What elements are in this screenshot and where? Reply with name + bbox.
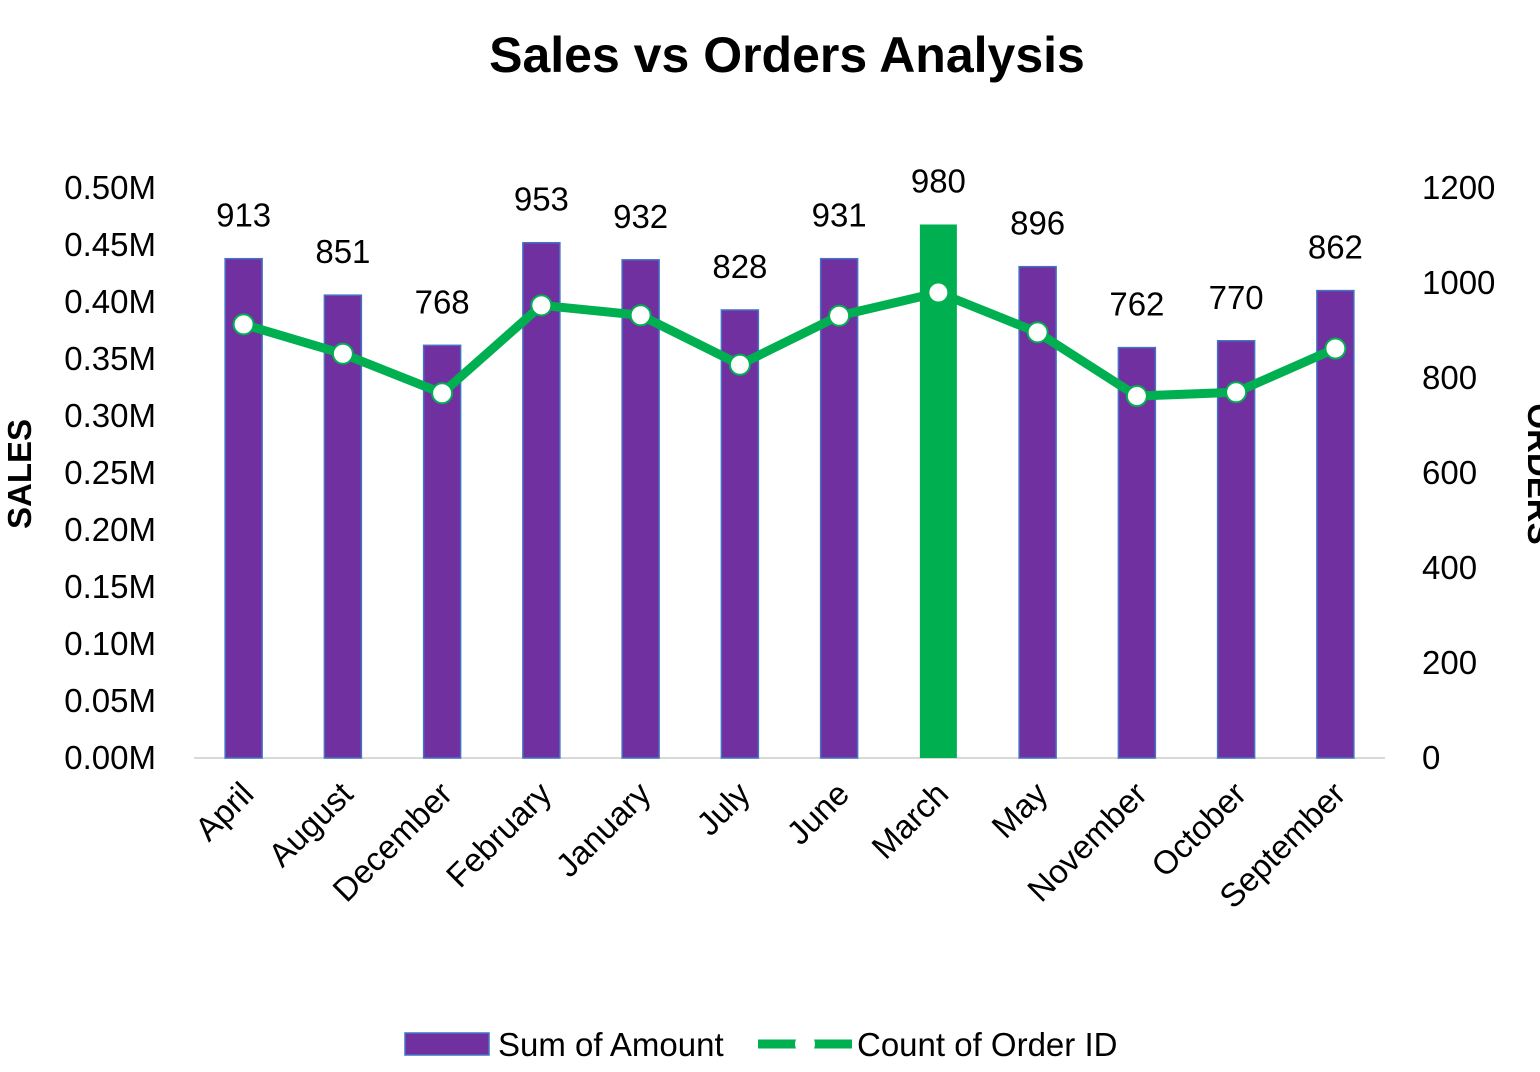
line-series (239, 288, 1340, 401)
bar-june (819, 257, 859, 759)
bar-december (422, 344, 462, 759)
bar-november (1117, 346, 1157, 759)
legend-label-bars: Sum of Amount (498, 1026, 724, 1063)
chart-title: Sales vs Orders Analysis (489, 27, 1085, 83)
left-tick-label: 0.45M (64, 226, 156, 263)
left-axis: 0.00M 0.05M 0.10M 0.15M 0.20M 0.25M 0.30M 0.35M… (64, 169, 156, 776)
data-label-december: 768 (415, 283, 470, 320)
category-label-february: February (439, 774, 559, 894)
marker-july (728, 353, 751, 376)
legend-swatch-bars (404, 1032, 490, 1056)
legend-label-line: Count of Order ID (857, 1026, 1117, 1063)
left-axis-title: SALES (1, 419, 38, 529)
marker-december (431, 382, 454, 405)
category-label-march: March (864, 775, 955, 866)
left-tick-label: 0.25M (64, 454, 156, 491)
right-axis-title: ORDERS (1521, 403, 1540, 544)
data-label-august: 851 (315, 233, 370, 270)
marker-june (828, 304, 851, 327)
marker-september (1324, 337, 1347, 360)
category-label-june: June (779, 775, 856, 852)
marker-november (1125, 385, 1148, 408)
right-tick-label: 200 (1422, 644, 1477, 681)
right-tick-label: 400 (1422, 549, 1477, 586)
left-tick-label: 0.20M (64, 511, 156, 548)
data-label-april: 913 (216, 197, 271, 234)
bar-august (323, 294, 363, 759)
right-tick-label: 1200 (1422, 169, 1495, 206)
right-axis: 0 200 400 600 800 1000 1200 (1422, 169, 1495, 776)
left-tick-label: 0.15M (64, 568, 156, 605)
left-tick-label: 0.30M (64, 397, 156, 434)
bar-july (720, 309, 760, 759)
marker-february (530, 294, 553, 317)
left-tick-label: 0.50M (64, 169, 156, 206)
category-label-july: July (689, 774, 757, 842)
right-tick-label: 600 (1422, 454, 1477, 491)
category-label-august: August (261, 775, 360, 874)
category-label-january: January (548, 774, 658, 884)
left-tick-label: 0.10M (64, 625, 156, 662)
data-label-november: 762 (1109, 286, 1164, 323)
bar-april (224, 257, 263, 759)
orders-line (239, 288, 1340, 401)
left-tick-label: 0.00M (64, 739, 156, 776)
right-tick-label: 800 (1422, 359, 1477, 396)
data-label-may: 896 (1010, 205, 1065, 242)
data-label-march: 980 (911, 162, 966, 199)
right-tick-label: 0 (1422, 739, 1440, 776)
data-label-october: 770 (1209, 279, 1264, 316)
marker-april (232, 313, 255, 336)
bar-march (919, 224, 957, 759)
bar-october (1216, 340, 1256, 759)
data-label-january: 932 (613, 198, 668, 235)
left-tick-label: 0.05M (64, 682, 156, 719)
marker-may (1026, 321, 1049, 344)
bar-february (522, 241, 561, 759)
marker-january (629, 304, 652, 327)
data-label-september: 862 (1308, 229, 1363, 266)
left-tick-label: 0.35M (64, 340, 156, 377)
legend-swatch-marker (795, 1034, 815, 1054)
bar-september (1316, 289, 1355, 759)
marker-march (927, 281, 950, 304)
marker-october (1225, 381, 1248, 404)
data-labels: 913 851 768 953 932 828 931 980 896 762 770 862 (216, 162, 1363, 322)
marker-august (331, 342, 354, 365)
legend: Sum of Amount Count of Order ID (404, 1026, 1117, 1063)
data-label-february: 953 (514, 181, 569, 218)
bar-january (621, 259, 660, 759)
data-label-june: 931 (812, 197, 867, 234)
category-label-may: May (984, 774, 1055, 845)
bar-series (224, 224, 1355, 759)
right-tick-label: 1000 (1422, 264, 1495, 301)
bar-may (1018, 265, 1057, 759)
line-markers (232, 281, 1347, 408)
left-tick-label: 0.40M (64, 283, 156, 320)
data-label-july: 828 (712, 248, 767, 285)
category-label-april: April (188, 775, 261, 848)
